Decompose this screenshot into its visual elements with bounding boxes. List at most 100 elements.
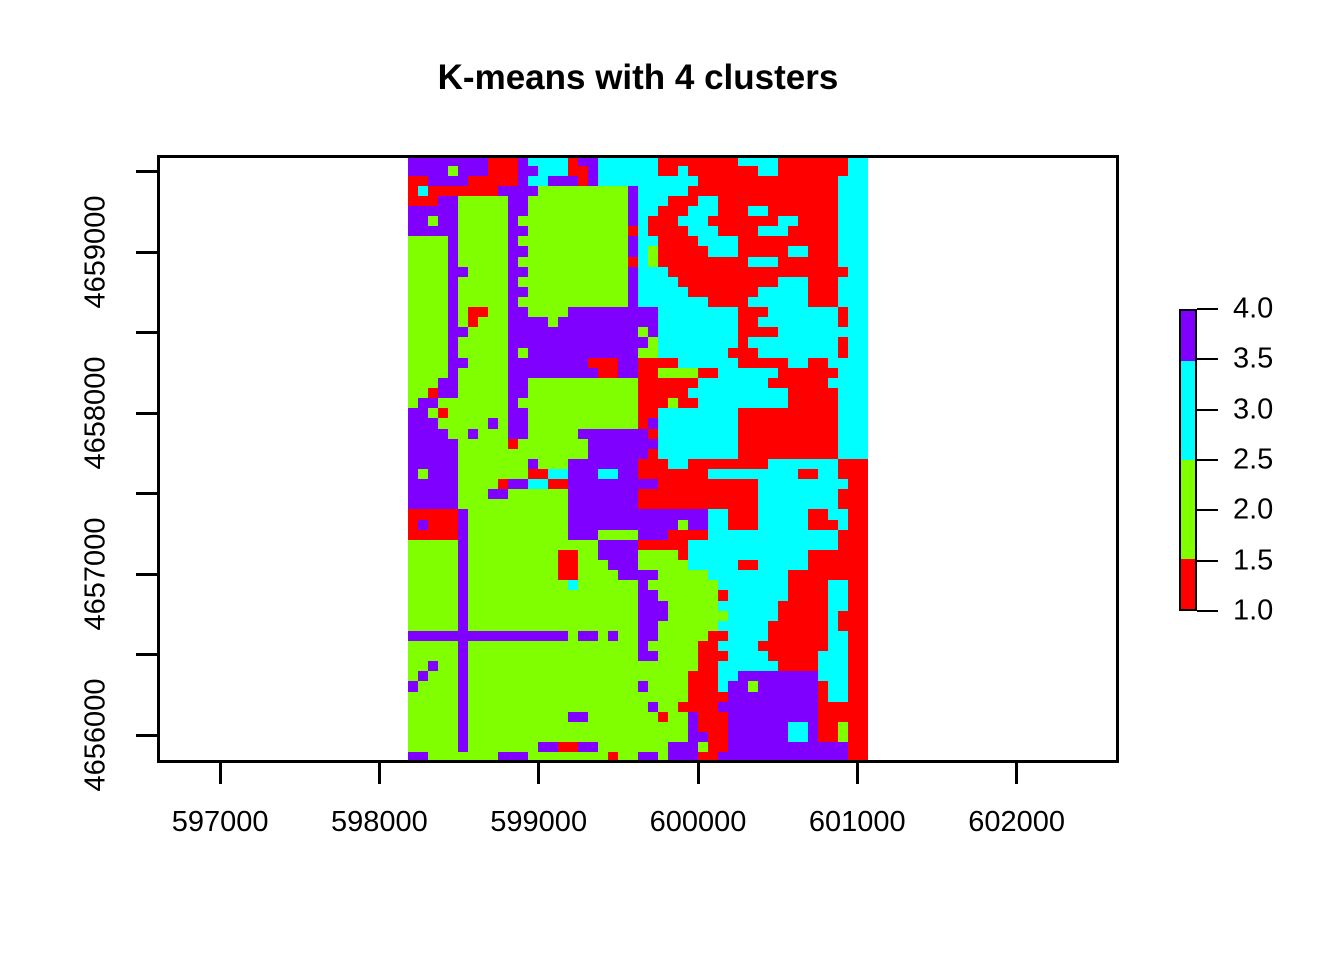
raster-cell — [607, 317, 618, 328]
raster-cell — [448, 580, 459, 591]
raster-cell — [697, 408, 708, 419]
raster-cell — [607, 165, 618, 176]
raster-cell — [498, 236, 508, 247]
raster-cell — [408, 418, 419, 429]
raster-cell — [418, 408, 429, 419]
raster-cell — [418, 711, 429, 722]
raster-cell — [857, 448, 868, 459]
raster-cell — [468, 651, 479, 662]
raster-cell — [777, 671, 788, 682]
raster-cell — [468, 661, 479, 672]
raster-cell — [737, 691, 748, 702]
raster-cell — [837, 266, 848, 277]
raster-cell — [807, 448, 818, 459]
raster-cell — [677, 438, 688, 449]
raster-cell — [717, 580, 728, 591]
raster-cell — [517, 266, 528, 277]
raster-cell — [458, 337, 469, 348]
raster-cell — [587, 630, 598, 641]
raster-cell — [817, 681, 828, 692]
raster-cell — [827, 256, 838, 267]
raster-cell — [757, 236, 768, 247]
raster-cell — [747, 448, 758, 459]
raster-cell — [767, 367, 778, 378]
raster-cell — [707, 519, 718, 530]
raster-cell — [737, 175, 748, 186]
raster-cell — [707, 620, 718, 631]
raster-cell — [847, 640, 858, 652]
raster-cell — [757, 640, 768, 652]
raster-cell — [767, 377, 778, 389]
raster-cell — [657, 499, 668, 510]
raster-cell — [707, 428, 718, 439]
raster-cell — [757, 438, 768, 449]
raster-cell — [847, 600, 858, 611]
raster-cell — [468, 671, 479, 682]
raster-cell — [438, 499, 449, 510]
legend-tick — [1197, 610, 1218, 612]
raster-cell — [448, 175, 459, 186]
raster-cell — [537, 165, 548, 176]
raster-cell — [488, 418, 498, 429]
raster-cell — [657, 458, 668, 469]
raster-cell — [737, 388, 748, 399]
raster-cell — [498, 418, 508, 429]
raster-cell — [777, 661, 788, 672]
raster-cell — [747, 408, 758, 419]
raster-cell — [817, 711, 828, 722]
raster-cell — [797, 640, 808, 652]
raster-cell — [777, 458, 788, 469]
raster-cell — [667, 195, 678, 206]
raster-cell — [747, 286, 758, 298]
raster-cell — [468, 539, 479, 550]
raster-cell — [557, 448, 568, 459]
raster-cell — [797, 742, 808, 753]
raster-cell — [677, 499, 688, 510]
raster-cell — [657, 661, 668, 672]
raster-cell — [647, 236, 658, 247]
raster-cell — [448, 681, 459, 692]
raster-cell — [817, 276, 828, 287]
raster-cell — [508, 398, 518, 409]
raster-cell — [537, 438, 548, 449]
raster-cell — [418, 195, 429, 206]
raster-cell — [687, 377, 698, 389]
raster-cell — [527, 438, 538, 449]
raster-cell — [508, 671, 518, 682]
raster-cell — [647, 600, 658, 611]
raster-cell — [478, 661, 489, 672]
raster-cell — [737, 469, 748, 480]
raster-cell — [478, 630, 489, 641]
raster-cell — [597, 377, 608, 389]
raster-cell — [587, 651, 598, 662]
raster-cell — [438, 458, 449, 469]
raster-cell — [767, 661, 778, 672]
raster-cell — [847, 175, 858, 186]
raster-cell — [557, 752, 568, 763]
raster-cell — [587, 661, 598, 672]
raster-cell — [637, 701, 648, 712]
raster-cell — [747, 337, 758, 348]
raster-cell — [657, 529, 668, 540]
raster-cell — [637, 691, 648, 702]
raster-cell — [537, 701, 548, 712]
raster-cell — [787, 580, 798, 591]
raster-cell — [597, 155, 608, 166]
raster-cell — [717, 489, 728, 500]
raster-cell — [587, 226, 598, 237]
raster-cell — [428, 691, 439, 702]
raster-cell — [727, 560, 738, 571]
raster-cell — [717, 256, 728, 267]
raster-cell — [418, 509, 429, 520]
raster-cell — [777, 428, 788, 439]
raster-cell — [547, 590, 558, 601]
raster-cell — [428, 732, 439, 743]
raster-cell — [418, 216, 429, 227]
raster-cell — [697, 640, 708, 652]
raster-cell — [567, 539, 578, 550]
raster-cell — [418, 185, 429, 196]
raster-cell — [767, 721, 778, 733]
raster-cell — [767, 246, 778, 257]
raster-cell — [498, 388, 508, 399]
raster-cell — [587, 640, 598, 652]
